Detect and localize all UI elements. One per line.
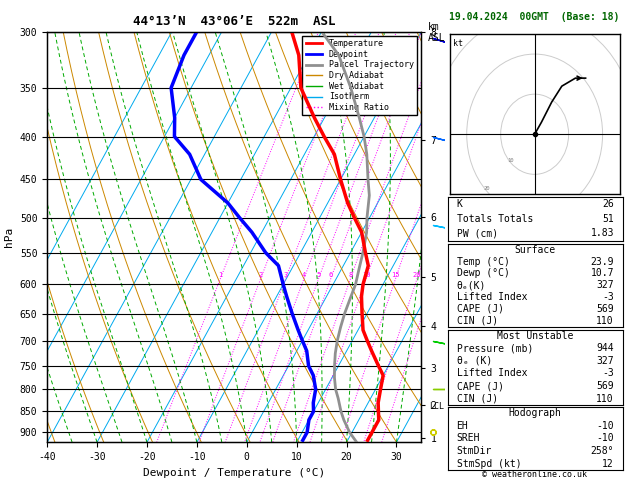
Text: 258°: 258° [591,446,614,456]
Text: © weatheronline.co.uk: © weatheronline.co.uk [482,469,587,479]
Legend: Temperature, Dewpoint, Parcel Trajectory, Dry Adiabat, Wet Adiabat, Isotherm, Mi: Temperature, Dewpoint, Parcel Trajectory… [303,36,417,115]
Text: Lifted Index: Lifted Index [457,292,527,302]
Text: Most Unstable: Most Unstable [497,331,574,341]
Text: 327: 327 [596,280,614,290]
Text: CAPE (J): CAPE (J) [457,304,504,314]
Text: 44°13’N  43°06’E  522m  ASL: 44°13’N 43°06’E 522m ASL [133,15,335,28]
Text: 8: 8 [348,272,353,278]
X-axis label: Dewpoint / Temperature (°C): Dewpoint / Temperature (°C) [143,468,325,478]
Text: 4: 4 [302,272,306,278]
Text: km
ASL: km ASL [428,22,445,43]
Text: 944: 944 [596,343,614,353]
Text: 10: 10 [362,272,370,278]
Text: Hodograph: Hodograph [509,408,562,418]
Text: Surface: Surface [515,245,556,255]
Text: 51: 51 [602,214,614,224]
Text: 1.83: 1.83 [591,228,614,238]
Text: -10: -10 [596,434,614,443]
Text: 20: 20 [413,272,421,278]
Text: Temp (°C): Temp (°C) [457,257,509,267]
Y-axis label: hPa: hPa [4,227,14,247]
Text: 26: 26 [602,199,614,209]
Text: StmDir: StmDir [457,446,492,456]
Text: 2: 2 [259,272,263,278]
Text: 10.7: 10.7 [591,268,614,278]
Text: θₑ (K): θₑ (K) [457,356,492,366]
Text: CIN (J): CIN (J) [457,394,498,403]
Text: PW (cm): PW (cm) [457,228,498,238]
Text: 327: 327 [596,356,614,366]
Text: 6: 6 [329,272,333,278]
Text: 12: 12 [602,459,614,469]
Text: 569: 569 [596,304,614,314]
Text: θₑ(K): θₑ(K) [457,280,486,290]
Text: kt: kt [453,39,463,48]
Text: -3: -3 [602,292,614,302]
Text: 110: 110 [596,394,614,403]
Text: 110: 110 [596,316,614,326]
Text: Pressure (mb): Pressure (mb) [457,343,533,353]
Text: EH: EH [457,421,469,431]
Text: 15: 15 [391,272,400,278]
Text: Lifted Index: Lifted Index [457,368,527,379]
Text: 1: 1 [218,272,223,278]
Text: -3: -3 [602,368,614,379]
Text: 20: 20 [484,187,491,191]
Text: LCL: LCL [429,402,444,411]
Text: 3: 3 [284,272,288,278]
Text: SREH: SREH [457,434,480,443]
Text: Totals Totals: Totals Totals [457,214,533,224]
Text: StmSpd (kt): StmSpd (kt) [457,459,521,469]
Text: K: K [457,199,462,209]
Text: -10: -10 [596,421,614,431]
Text: CIN (J): CIN (J) [457,316,498,326]
Text: 10: 10 [508,158,514,163]
Text: CAPE (J): CAPE (J) [457,381,504,391]
Text: 5: 5 [316,272,321,278]
Text: Dewp (°C): Dewp (°C) [457,268,509,278]
Text: 19.04.2024  00GMT  (Base: 18): 19.04.2024 00GMT (Base: 18) [450,12,620,22]
Text: 23.9: 23.9 [591,257,614,267]
Text: 569: 569 [596,381,614,391]
